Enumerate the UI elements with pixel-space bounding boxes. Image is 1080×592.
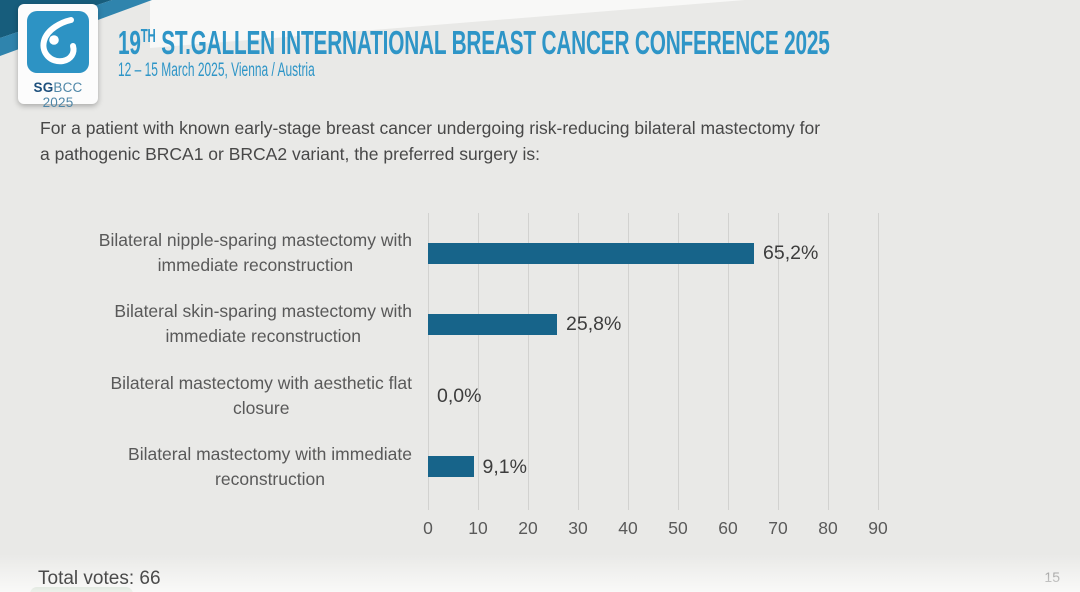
category-label-line: Bilateral mastectomy with aesthetic flat [110, 372, 412, 393]
logo-text-sg: SG [33, 80, 54, 95]
x-axis-tick-label: 70 [768, 518, 788, 538]
gridline [478, 213, 479, 510]
gridline [828, 213, 829, 510]
category-label-line: Bilateral mastectomy with immediate [128, 443, 412, 464]
x-axis-tick-label: 90 [868, 518, 888, 538]
gridline [528, 213, 529, 510]
page-number: 15 [1044, 569, 1060, 585]
gridline [728, 213, 729, 510]
x-axis-tick-label: 30 [568, 518, 588, 538]
title-ordinal-sup: TH [140, 26, 156, 46]
category-label: Bilateral nipple-sparing mastectomy with… [99, 228, 412, 278]
bar [428, 456, 474, 478]
logo-text-rest: BCC 2025 [42, 80, 83, 110]
breast-glyph-icon [40, 17, 77, 65]
gridline [778, 213, 779, 510]
category-label-line: immediate reconstruction [157, 255, 354, 275]
x-axis-tick-label: 10 [468, 518, 488, 538]
gridline [678, 213, 679, 510]
category-label: Bilateral mastectomy with immediate recon… [128, 442, 412, 492]
category-label-line: Bilateral nipple-sparing mastectomy with [98, 230, 412, 250]
sgbcc-logo: SGBCC 2025 [18, 4, 98, 110]
x-axis-tick-label: 0 [423, 518, 433, 538]
value-label: 9,1% [482, 455, 527, 478]
category-label: Bilateral mastectomy with aesthetic flat… [110, 371, 412, 421]
sgbcc-logo-mark [27, 11, 89, 73]
category-label-line: immediate reconstruction [165, 326, 361, 347]
x-axis-tick-label: 40 [618, 518, 638, 538]
bar [428, 313, 557, 335]
conference-title: 19TH ST.GALLEN INTERNATIONAL BREAST CANC… [118, 24, 830, 62]
x-axis-tick-label: 50 [668, 518, 688, 538]
question-text: For a patient with known early-stage bre… [40, 115, 1000, 167]
question-line-1: For a patient with known early-stage bre… [40, 118, 821, 138]
gridline [878, 213, 879, 510]
value-label: 65,2% [763, 242, 819, 264]
conference-subtitle: 12 – 15 March 2025, Vienna / Austria [118, 60, 315, 81]
category-label-line: reconstruction [215, 468, 325, 489]
gridline [628, 213, 629, 510]
x-axis-tick-label: 20 [518, 518, 538, 538]
total-votes-label: Total votes: 66 [38, 568, 161, 589]
question-line-2: a pathogenic BRCA1 or BRCA2 variant, the… [40, 144, 540, 164]
value-label: 25,8% [566, 313, 622, 336]
gridline [578, 213, 579, 510]
value-label: 0,0% [437, 384, 482, 407]
category-label: Bilateral skin-sparing mastectomy with im… [114, 299, 412, 349]
category-label-line: Bilateral skin-sparing mastectomy with [114, 301, 412, 322]
title-number: 19 [118, 24, 141, 61]
sgbcc-logo-caption: SGBCC 2025 [18, 80, 98, 110]
title-text: ST.GALLEN INTERNATIONAL BREAST CANCER CO… [155, 24, 830, 61]
bar [428, 242, 754, 264]
bar-chart: 0 10 20 30 40 50 60 70 80 90 Bilateral nipple-spar… [0, 205, 1080, 555]
category-label-line: closure [233, 397, 290, 418]
gridline [428, 213, 429, 510]
x-axis-tick-label: 80 [818, 518, 838, 538]
x-axis-tick-label: 60 [718, 518, 738, 538]
bottom-fade [0, 554, 1080, 592]
